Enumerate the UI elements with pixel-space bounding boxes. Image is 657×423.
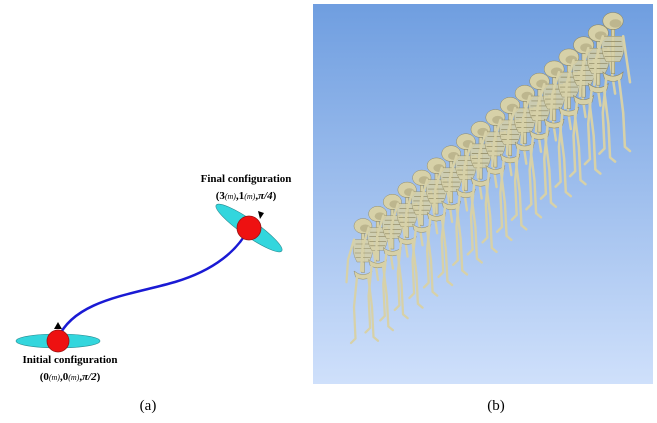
initial-robot xyxy=(46,329,70,353)
final-heading-marker xyxy=(258,211,264,219)
initial-configuration-label: Initial configuration xyxy=(22,354,117,366)
final-configuration: Final configuration (3(m),1(m),π/4) xyxy=(201,173,292,253)
initial-configuration: Initial configuration (0(m),0(m),π/2) xyxy=(15,322,118,383)
final-robot xyxy=(236,215,262,241)
trajectory-path xyxy=(56,227,251,339)
caption-b: (b) xyxy=(487,398,505,414)
initial-heading-marker xyxy=(54,322,62,329)
initial-configuration-coords: (0(m),0(m),π/2) xyxy=(40,371,101,383)
caption-a: (a) xyxy=(139,398,157,414)
final-configuration-label: Final configuration xyxy=(201,173,292,185)
trajectory-diagram: Final configuration (3(m),1(m),π/4) Init… xyxy=(15,173,292,383)
final-configuration-coords: (3(m),1(m),π/4) xyxy=(216,190,277,202)
skeleton-walk-render xyxy=(313,4,653,384)
